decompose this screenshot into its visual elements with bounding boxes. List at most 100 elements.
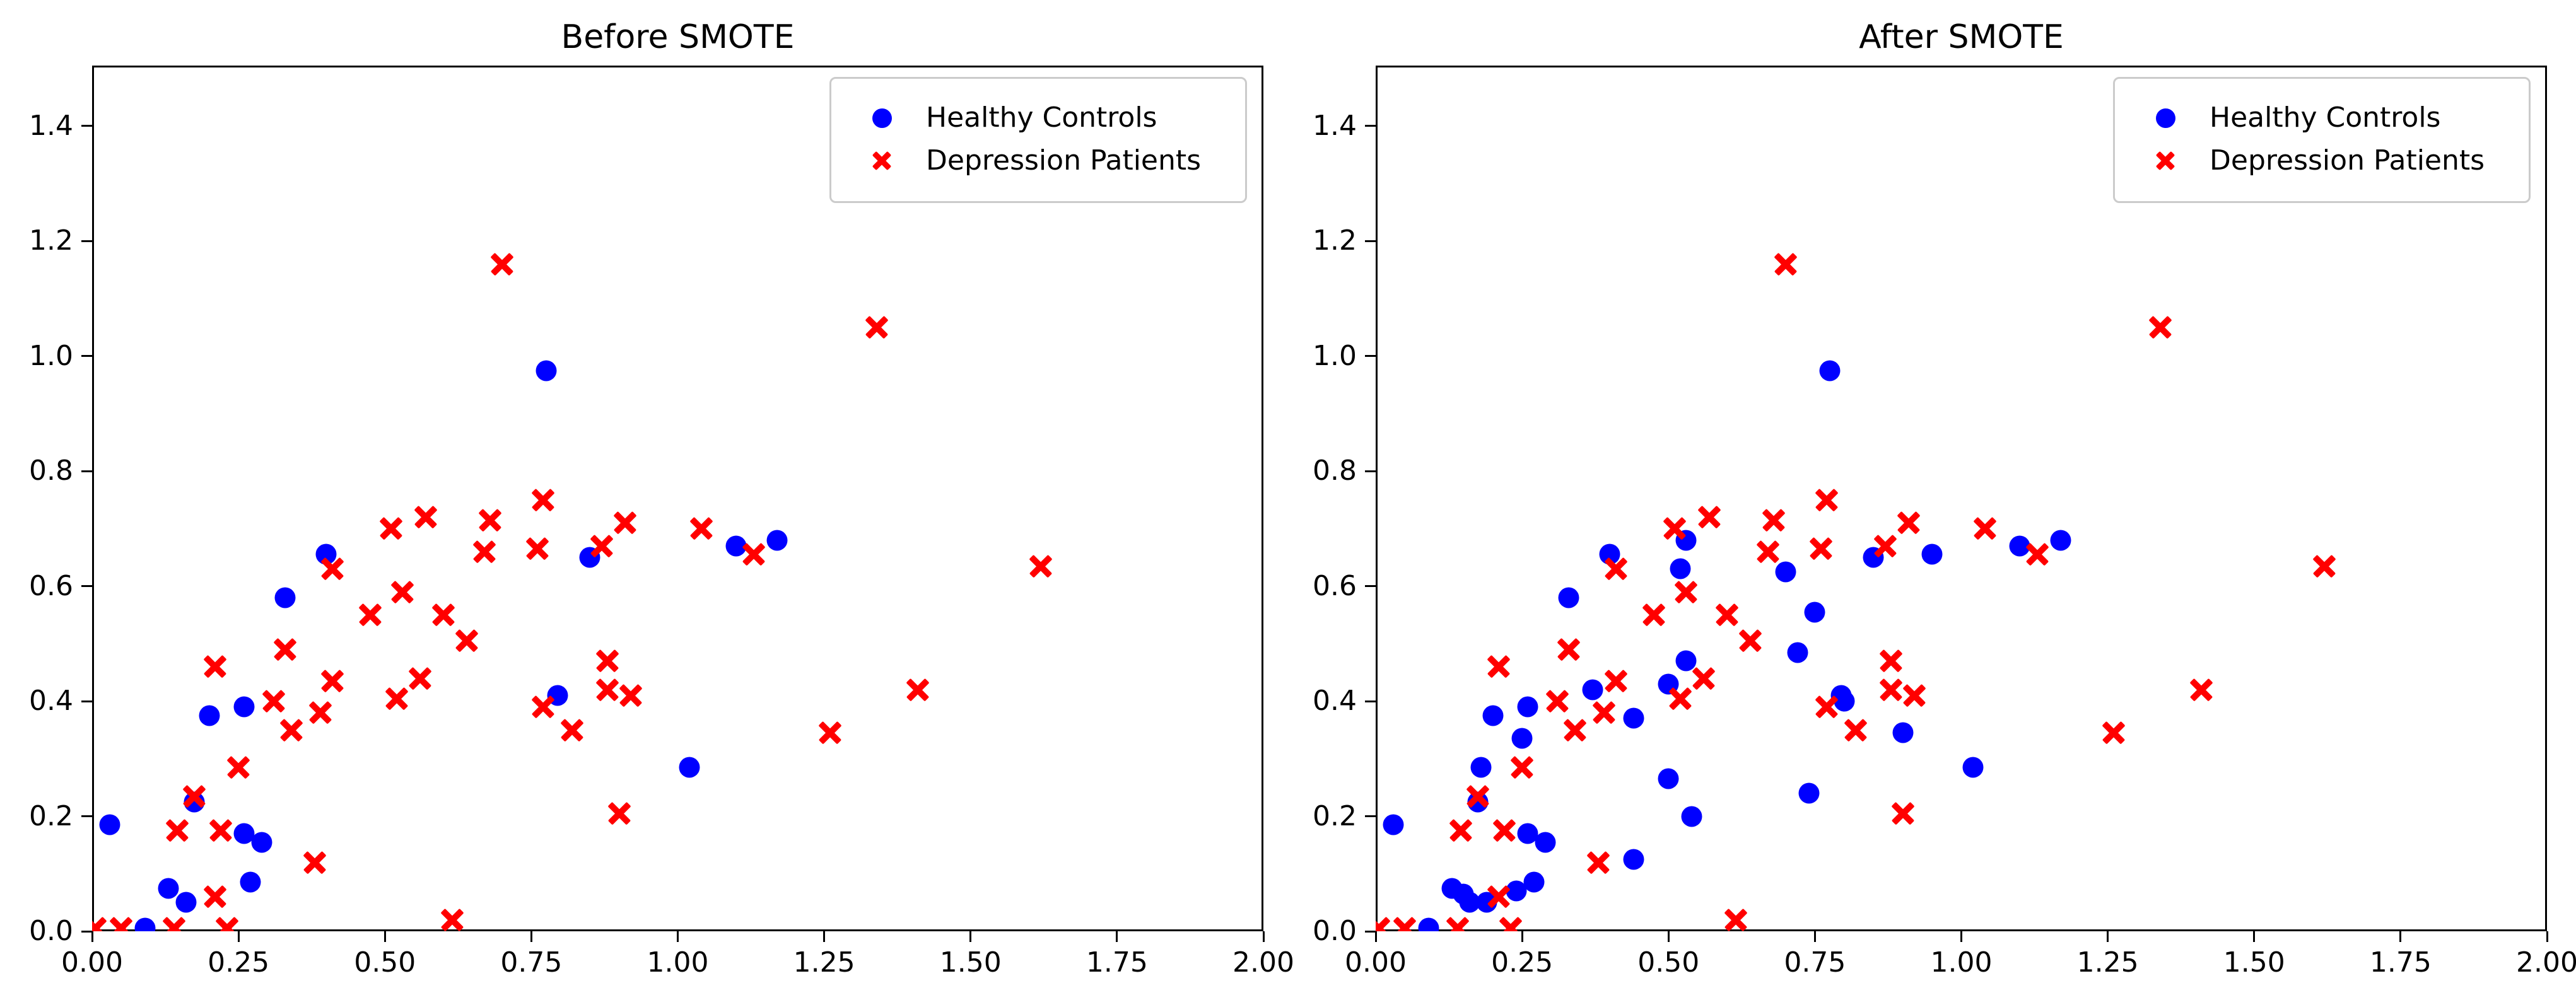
data-point-depression-patient: [1879, 678, 1903, 702]
x-tick-mark: [1374, 931, 1377, 942]
depression-patients-x-icon: [872, 151, 892, 171]
data-point-healthy-control: [99, 814, 120, 835]
x-tick-mark: [969, 931, 972, 942]
data-point-depression-patient: [1668, 687, 1692, 711]
y-tick-label: 1.0: [29, 339, 73, 372]
data-point-healthy-control: [1787, 642, 1808, 663]
data-point-healthy-control: [1418, 917, 1439, 931]
data-point-healthy-control: [1558, 587, 1579, 608]
x-tick-mark: [1813, 931, 1816, 942]
y-tick-label: 0.2: [29, 799, 73, 832]
x-tick-label: 1.00: [1930, 946, 1993, 979]
data-point-depression-patient: [2148, 315, 2172, 339]
data-point-healthy-control: [240, 871, 261, 893]
x-tick-label: 1.25: [2076, 946, 2139, 979]
data-point-depression-patient: [1762, 508, 1786, 532]
x-tick-label: 0.75: [1784, 946, 1846, 979]
data-point-depression-patient: [1510, 755, 1534, 779]
legend-before: Healthy Controls Depression Patients: [829, 77, 1247, 203]
x-tick-mark: [823, 931, 826, 942]
x-tick-mark: [1262, 931, 1265, 942]
data-point-depression-patient: [1557, 637, 1581, 661]
legend-item-depression-patients: Depression Patients: [2121, 141, 2522, 181]
y-tick-mark: [81, 815, 92, 818]
data-point-healthy-control: [1582, 679, 1603, 701]
data-point-healthy-control: [1535, 832, 1556, 853]
data-point-depression-patient: [490, 252, 514, 276]
y-tick-mark: [1365, 240, 1376, 242]
data-point-depression-patient: [1809, 537, 1833, 561]
data-point-depression-patient: [308, 701, 332, 724]
y-tick-mark: [1365, 125, 1376, 127]
data-point-depression-patient: [1715, 603, 1739, 627]
subplot-after-smote: After SMOTE Healthy Controls Depression …: [1313, 19, 2576, 976]
x-tick-mark: [2399, 931, 2402, 942]
data-point-depression-patient: [1815, 488, 1839, 512]
x-tick-label: 2.00: [2516, 946, 2576, 979]
data-point-depression-patient: [385, 687, 409, 711]
data-point-depression-patient: [1724, 908, 1748, 931]
y-tick-mark: [81, 125, 92, 127]
data-point-depression-patient: [408, 666, 432, 690]
data-point-healthy-control: [1470, 757, 1492, 778]
healthy-controls-dot-icon: [2155, 108, 2175, 128]
data-point-depression-patient: [1604, 669, 1628, 693]
data-point-depression-patient: [1973, 516, 1997, 540]
y-tick-label: 0.6: [29, 569, 73, 602]
data-point-depression-patient: [1545, 689, 1569, 713]
subplot-before-smote: Before SMOTE Healthy Controls Depression…: [29, 19, 1294, 976]
plot-frame: [92, 66, 1263, 931]
x-tick-mark: [1667, 931, 1670, 942]
legend-label: Healthy Controls: [2210, 102, 2441, 134]
data-point-depression-patient: [1393, 916, 1417, 931]
data-point-depression-patient: [531, 488, 555, 512]
data-point-depression-patient: [262, 689, 286, 713]
y-tick-mark: [81, 470, 92, 472]
data-point-depression-patient: [1449, 818, 1473, 842]
data-point-depression-patient: [818, 721, 842, 745]
data-point-depression-patient: [2102, 721, 2126, 745]
x-tick-label: 2.00: [1232, 946, 1294, 979]
y-tick-label: 0.6: [1313, 569, 1357, 602]
data-point-depression-patient: [1586, 851, 1610, 875]
data-point-depression-patient: [1029, 554, 1053, 578]
data-point-depression-patient: [1815, 695, 1839, 719]
data-point-depression-patient: [595, 649, 619, 673]
x-tick-mark: [2546, 931, 2548, 942]
y-tick-mark: [81, 700, 92, 702]
x-tick-mark: [1960, 931, 1962, 942]
y-tick-label: 0.0: [29, 915, 73, 947]
y-tick-label: 1.0: [1313, 339, 1357, 372]
data-point-depression-patient: [203, 654, 227, 678]
x-tick-mark: [530, 931, 532, 942]
data-point-depression-patient: [303, 851, 327, 875]
data-point-depression-patient: [1844, 718, 1868, 742]
y-tick-mark: [1365, 815, 1376, 818]
x-tick-mark: [1521, 931, 1523, 942]
data-point-healthy-control: [1623, 707, 1644, 729]
data-point-healthy-control: [1383, 814, 1404, 835]
data-point-depression-patient: [1897, 511, 1921, 535]
data-point-depression-patient: [390, 580, 414, 604]
x-tick-mark: [2107, 931, 2109, 942]
data-point-healthy-control: [158, 878, 179, 899]
legend-item-depression-patients: Depression Patients: [838, 141, 1239, 181]
data-point-depression-patient: [1774, 252, 1798, 276]
plot-area-before: [92, 66, 1263, 931]
y-tick-mark: [1365, 700, 1376, 702]
data-point-healthy-control: [1921, 544, 1943, 565]
data-point-healthy-control: [766, 530, 788, 551]
data-point-healthy-control: [1517, 696, 1538, 718]
data-point-depression-patient: [379, 516, 403, 540]
data-point-depression-patient: [595, 678, 619, 702]
data-point-depression-patient: [2025, 542, 2049, 566]
y-tick-label: 1.2: [29, 224, 73, 257]
y-tick-label: 0.2: [1313, 799, 1357, 832]
legend-item-healthy-controls: Healthy Controls: [2121, 98, 2522, 138]
x-tick-label: 1.50: [2223, 946, 2285, 979]
data-point-depression-patient: [531, 695, 555, 719]
plot-title-before: Before SMOTE: [561, 18, 795, 56]
data-point-healthy-control: [1819, 360, 1841, 381]
data-point-healthy-control: [134, 917, 156, 931]
plot-frame: [1376, 66, 2547, 931]
